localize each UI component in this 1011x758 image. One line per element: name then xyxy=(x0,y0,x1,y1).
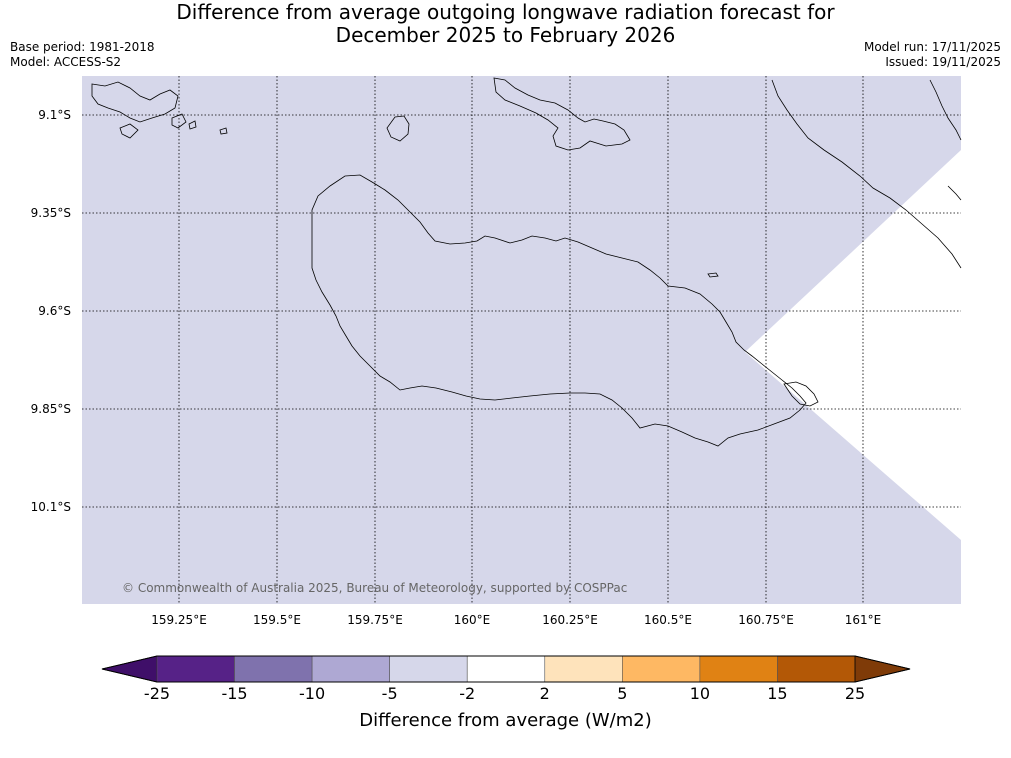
colorbar-swatch xyxy=(156,655,235,683)
colorbar-tick-label: -5 xyxy=(381,684,398,703)
island-malaita xyxy=(771,79,962,269)
island-nggela xyxy=(493,77,631,151)
colorbar-extend-low xyxy=(101,655,158,683)
coastlines xyxy=(91,77,962,447)
colorbar-swatch xyxy=(466,655,546,683)
gridlines xyxy=(82,76,961,604)
colorbar-tick-label: 5 xyxy=(617,684,628,703)
colorbar-extend-high xyxy=(854,655,911,683)
colorbar-outline xyxy=(101,655,911,683)
lat-label-9-1: 9.1°S xyxy=(38,108,71,122)
no-data-region xyxy=(745,150,961,540)
island-russell-4 xyxy=(188,120,197,130)
base-period: Base period: 1981-2018 xyxy=(10,40,155,54)
colorbar-tick-label: -2 xyxy=(459,684,476,703)
island-russell-3 xyxy=(171,113,187,129)
lon-label-160-5: 160.5°E xyxy=(644,613,692,627)
island-guadalcanal xyxy=(311,174,807,447)
colorbar-tick-label: 10 xyxy=(689,684,711,703)
colorbar-tick-label: -15 xyxy=(221,684,248,703)
lon-label-159-5: 159.5°E xyxy=(253,613,301,627)
colorbar-swatch xyxy=(699,655,778,683)
map-title-line1: Difference from average outgoing longwav… xyxy=(176,0,835,24)
island-malaita-north xyxy=(929,79,962,141)
colorbar-swatch xyxy=(389,655,468,683)
colorbar-swatch xyxy=(234,655,313,683)
island-russell-5 xyxy=(219,127,228,135)
lat-label-10-1: 10.1°S xyxy=(30,500,71,514)
colorbar-swatch xyxy=(311,655,390,683)
islet-east xyxy=(707,272,719,278)
issued-date: Issued: 19/11/2025 xyxy=(885,55,1001,69)
colorbar-tick-label: 25 xyxy=(844,684,866,703)
colorbar-title: Difference from average (W/m2) xyxy=(359,710,652,731)
lon-label-160: 160°E xyxy=(453,613,491,627)
model-name: Model: ACCESS-S2 xyxy=(10,55,122,69)
island-russell-2 xyxy=(119,123,139,139)
model-run: Model run: 17/11/2025 xyxy=(863,40,1001,54)
colorbar-tick-label: -10 xyxy=(299,684,326,703)
colorbar-tick-label: 2 xyxy=(539,684,550,703)
island-russell-1 xyxy=(91,81,179,123)
island-ulawa xyxy=(947,185,962,201)
colorbar-swatch xyxy=(777,655,856,683)
colorbar-tick-label: 15 xyxy=(767,684,788,703)
lat-label-9-6: 9.6°S xyxy=(38,304,71,318)
lat-label-9-85: 9.85°S xyxy=(30,402,71,416)
lat-label-9-35: 9.35°S xyxy=(30,206,71,220)
lon-label-160-75: 160.75°E xyxy=(738,613,794,627)
lon-label-160-25: 160.25°E xyxy=(542,613,598,627)
map-title-line2: December 2025 to February 2026 xyxy=(335,23,676,47)
colorbar-swatch xyxy=(622,655,701,683)
colorbar-tick-label: -25 xyxy=(143,684,171,703)
colorbar-swatch xyxy=(544,655,623,683)
island-savo xyxy=(386,115,410,142)
islet-marau xyxy=(783,381,819,407)
lon-label-159-75: 159.75°E xyxy=(347,613,403,627)
copyright-notice: © Commonwealth of Australia 2025, Bureau… xyxy=(122,581,628,595)
lon-label-159-25: 159.25°E xyxy=(151,613,207,627)
lon-label-161: 161°E xyxy=(844,613,882,627)
